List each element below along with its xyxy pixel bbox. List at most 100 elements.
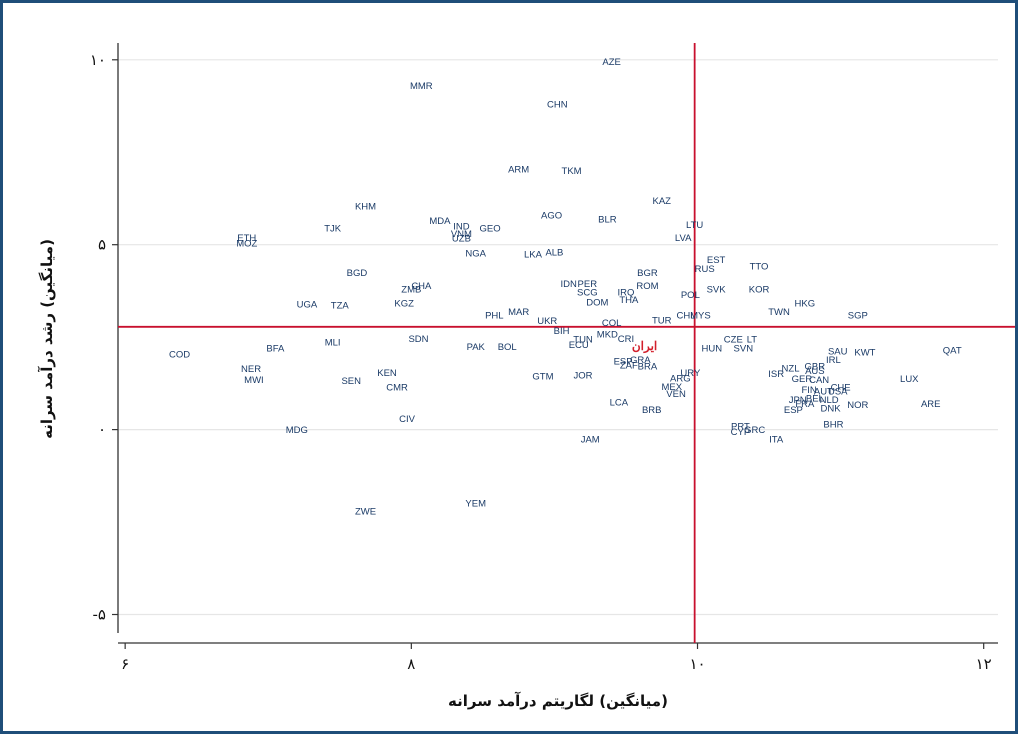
point-label-62: CZE [724,335,743,346]
point-label-42: HKG [795,299,816,310]
point-label-80: NER [241,364,261,375]
point-label-43: TWN [768,307,790,318]
point-label-47: UKR [537,316,557,327]
point-label-56: TUN [573,335,593,346]
y-tick-label-2: ۵ [98,236,106,254]
point-label-25: BGD [347,268,368,279]
point-label-27: IDN [561,279,578,290]
point-label-113: ITA [769,434,784,445]
point-label-109: PRT [731,421,750,432]
point-label-85: GER [792,374,813,385]
point-label-33: IRQ [618,288,635,299]
point-label-10: TJK [324,224,342,235]
point-label-74: BRA [638,361,658,372]
point-label-9: LTU [686,220,703,231]
point-label-76: GBR [805,361,826,372]
point-label-97: JPN [789,395,807,406]
point-label-28: PER [578,279,598,290]
axes [117,43,998,644]
x-tick-label-3: ۱۲ [976,655,992,673]
point-label-11: MDA [429,216,451,227]
point-label-93: AUT [814,386,833,397]
point-label-39: KGZ [394,298,414,309]
point-label-94: USA [828,386,848,397]
point-label-72: ZAF [620,360,638,371]
point-label-26: BGR [637,268,658,279]
y-axis-title: (میانگین) رشد درآمد سرانه [38,239,56,439]
point-label-16: LVA [675,233,692,244]
point-label-65: SVN [734,344,754,355]
y-tick-label-3: ۱۰ [90,51,106,69]
point-label-73: GRA [630,355,651,366]
point-label-96: LUX [900,374,919,385]
point-label-49: CHL [677,310,696,321]
point-label-12: IND [453,222,470,233]
point-label-52: BIH [554,326,570,337]
point-label-67: KWT [854,347,875,358]
point-label-108: BHR [823,420,843,431]
point-label-6: KHM [355,201,376,212]
point-label-63: LT [747,335,758,346]
point-label-110: GRC [744,425,765,436]
point-label-34: SVK [707,285,727,296]
point-label-18: MOZ [236,238,257,249]
point-label-44: SGP [848,310,868,321]
axis-ticks: -۵ ۰ ۵ ۱۰ ۶ ۸ ۱۰ ۱۲ [90,51,992,673]
point-label-71: ESP [614,357,633,368]
point-label-19: NGA [465,248,486,259]
point-label-57: CRI [618,334,634,345]
point-label-107: CIV [399,414,416,425]
point-label-13: GEO [479,224,500,235]
point-label-46: MAR [508,307,529,318]
point-label-68: QAT [943,346,962,357]
point-label-116: ZWE [355,506,376,517]
point-label-78: NZL [782,363,800,374]
point-label-21: ALB [545,248,563,259]
point-label-3: ARM [508,164,529,175]
point-label-14: VNM [451,229,472,240]
point-label-91: CHE [831,383,851,394]
plot-background [118,45,998,633]
point-label-98: BEL [806,394,824,405]
point-label-38: TZA [331,300,350,311]
point-label-69: COD [169,349,190,360]
point-label-83: JOR [574,370,593,381]
point-label-36: POL [681,290,700,301]
point-label-92: FIN [801,385,816,396]
point-label-100: FRA [795,399,815,410]
point-label-50: MYS [690,310,711,321]
point-label-45: PHL [485,310,503,321]
point-label-23: TTO [750,262,769,273]
point-label-5: KAZ [652,196,671,207]
point-label-53: MKD [597,330,618,341]
point-label-0: AZE [602,57,620,68]
point-label-84: ARG [670,373,691,384]
point-label-37: UGA [297,299,318,310]
point-label-61: BOL [498,342,517,353]
point-label-4: TKM [562,166,582,177]
point-label-41: THA [619,295,639,306]
point-label-59: BFA [266,344,285,355]
x-tick-label-0: ۶ [121,655,129,673]
point-label-90: MEX [661,382,682,393]
point-label-70: IRL [826,355,841,366]
y-tick-label-1: ۰ [98,421,106,439]
point-label-77: AUS [805,366,825,377]
point-label-102: BRB [642,405,662,416]
x-axis-title: (میانگین) لگاریتم درآمد سرانه [448,692,668,710]
point-label-89: CMR [386,383,408,394]
point-label-111: CYP [731,427,751,438]
point-label-99: NLD [820,395,839,406]
point-label-115: YEM [465,498,486,509]
point-label-105: ESP [784,405,803,416]
point-label-64: HUN [702,344,723,355]
point-label-48: TUR [652,315,672,326]
point-label-103: NOR [847,400,868,411]
point-label-7: AGO [541,211,562,222]
point-label-112: MDG [286,425,308,436]
point-label-81: KEN [377,368,397,379]
grid-lines [118,59,998,616]
point-label-101: LCA [610,397,629,408]
x-tick-label-1: ۸ [407,655,415,673]
